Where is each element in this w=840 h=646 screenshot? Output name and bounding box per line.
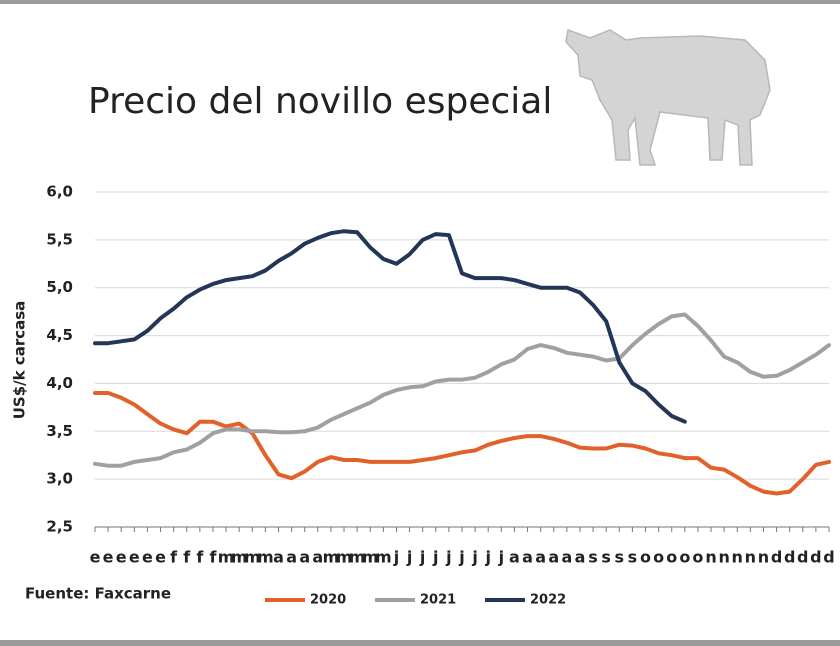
x-tick-label: m: [257, 548, 274, 567]
y-tick-label: 2,5: [46, 518, 73, 536]
x-tick-label: a: [286, 548, 297, 567]
cow-illustration: [565, 28, 771, 166]
x-tick-label: d: [771, 548, 782, 567]
x-tick-label: j: [484, 548, 490, 567]
legend-label: 2020: [310, 593, 346, 608]
x-tick-label: m: [362, 548, 379, 567]
x-tick-label: j: [393, 548, 399, 567]
x-tick-label: o: [666, 548, 677, 567]
x-tick-label: a: [548, 548, 559, 567]
x-tick-label: a: [299, 548, 310, 567]
x-tick-label: j: [458, 548, 464, 567]
x-tick-label: s: [601, 548, 611, 567]
x-tick-label: o: [692, 548, 703, 567]
x-tick-label: a: [575, 548, 586, 567]
x-tick-label: j: [432, 548, 438, 567]
x-tick-label: j: [419, 548, 425, 567]
y-tick-label: 5,5: [46, 230, 73, 248]
x-tick-label: o: [679, 548, 690, 567]
y-tick-label: 3,0: [46, 470, 73, 488]
x-tick-label: f: [183, 548, 191, 567]
x-tick-label: o: [653, 548, 664, 567]
y-tick-label: 5,0: [46, 278, 73, 296]
x-tick-label: m: [375, 548, 392, 567]
y-tick-label: 6,0: [46, 183, 73, 201]
x-tick-label: j: [406, 548, 412, 567]
x-tick-label: j: [498, 548, 504, 567]
x-tick-label: e: [129, 548, 140, 567]
x-tick-label: e: [116, 548, 127, 567]
x-tick-label: s: [628, 548, 638, 567]
x-tick-label: d: [810, 548, 821, 567]
x-tick-label: s: [588, 548, 598, 567]
x-tick-label: n: [745, 548, 756, 567]
x-tick-label: d: [784, 548, 795, 567]
x-tick-label: m: [336, 548, 353, 567]
x-tick-label: e: [155, 548, 166, 567]
x-tick-label: a: [561, 548, 572, 567]
series-line: [93, 312, 831, 468]
x-tick-label: e: [142, 548, 153, 567]
x-tick-label: n: [758, 548, 769, 567]
x-tick-label: d: [823, 548, 834, 567]
x-tick-label: f: [209, 548, 217, 567]
x-tick-label: f: [170, 548, 178, 567]
x-tick-label: n: [705, 548, 716, 567]
source-note: Fuente: Faxcarne: [25, 585, 171, 603]
x-tick-label: f: [196, 548, 204, 567]
y-tick-label: 3,5: [46, 422, 73, 440]
top-border: [0, 0, 840, 4]
x-tick-label: j: [471, 548, 477, 567]
x-tick-label: o: [640, 548, 651, 567]
series-line: [93, 391, 831, 496]
y-tick-label: 4,5: [46, 326, 73, 344]
x-tick-label: n: [718, 548, 729, 567]
series-line: [93, 229, 687, 424]
y-tick-label: 4,0: [46, 374, 73, 392]
x-tick-label: m: [323, 548, 340, 567]
x-tick-label: a: [509, 548, 520, 567]
y-axis-label: US$/k carcasa: [11, 301, 29, 420]
x-tick-label: m: [218, 548, 235, 567]
x-tick-label: s: [615, 548, 625, 567]
x-tick-label: n: [732, 548, 743, 567]
x-tick-label: e: [103, 548, 114, 567]
x-tick-label: d: [797, 548, 808, 567]
legend-label: 2021: [420, 593, 456, 608]
x-tick-label: a: [273, 548, 284, 567]
x-tick-label: a: [312, 548, 323, 567]
x-tick-label: a: [535, 548, 546, 567]
x-tick-label: m: [231, 548, 248, 567]
bottom-border: [0, 640, 840, 646]
legend-label: 2022: [530, 593, 566, 608]
x-tick-label: e: [90, 548, 101, 567]
x-tick-label: a: [522, 548, 533, 567]
chart-title: Precio del novillo especial: [88, 81, 552, 122]
x-tick-label: m: [244, 548, 261, 567]
x-tick-label: j: [445, 548, 451, 567]
x-tick-label: m: [349, 548, 366, 567]
